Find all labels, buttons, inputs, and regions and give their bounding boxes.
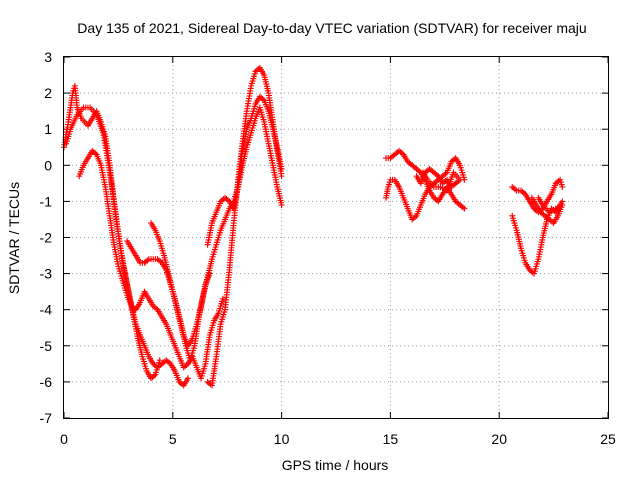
- series-track-j: [413, 165, 464, 194]
- data-points: [61, 64, 566, 389]
- y-tick-labels: 3 2 1 0 -1 -2 -3 -4 -5 -6 -7: [40, 49, 53, 426]
- y-tick-label: -5: [40, 338, 53, 354]
- series-track-h: [383, 155, 468, 223]
- series-track-f: [204, 64, 285, 389]
- chart-title: Day 135 of 2021, Sidereal Day-to-day VTE…: [77, 20, 586, 36]
- y-tick-label: -3: [40, 266, 53, 282]
- x-tick-label: 15: [383, 431, 399, 447]
- x-tick-label: 25: [600, 431, 616, 447]
- x-tick-label: 0: [60, 431, 68, 447]
- data-point-marker: [559, 183, 566, 190]
- y-tick-label: -1: [40, 193, 53, 209]
- data-point-marker: [535, 194, 542, 201]
- x-tick-label: 5: [169, 431, 177, 447]
- data-point-marker: [278, 173, 285, 180]
- series-track-b: [63, 104, 163, 382]
- series-track-g: [204, 93, 285, 248]
- series-track-m: [528, 194, 566, 227]
- y-tick-label: 0: [44, 157, 52, 173]
- y-axis-label: SDTVAR / TECUs: [6, 182, 22, 294]
- data-point-marker: [156, 357, 163, 364]
- y-tick-label: 2: [44, 85, 52, 101]
- series-track-i: [383, 147, 468, 212]
- data-point-marker: [278, 165, 285, 172]
- y-tick-label: -2: [40, 230, 53, 246]
- y-tick-label: -7: [40, 410, 53, 426]
- x-tick-label: 10: [274, 431, 290, 447]
- x-tick-label: 20: [491, 431, 507, 447]
- series-track-c: [76, 147, 226, 382]
- x-tick-labels: 0 5 10 15 20 25: [60, 431, 616, 447]
- y-tick-label: 3: [44, 49, 52, 65]
- data-point-marker: [219, 295, 226, 302]
- y-tick-label: -6: [40, 374, 53, 390]
- y-tick-label: 1: [44, 121, 52, 137]
- data-point-marker: [461, 205, 468, 212]
- y-tick-label: -4: [40, 302, 53, 318]
- grid: [64, 57, 608, 418]
- series-track-e: [148, 104, 285, 364]
- data-point-marker: [278, 202, 285, 209]
- x-axis-label: GPS time / hours: [282, 457, 389, 473]
- data-point-marker: [185, 375, 192, 382]
- plot-frame: [63, 56, 609, 419]
- data-point-marker: [420, 169, 427, 176]
